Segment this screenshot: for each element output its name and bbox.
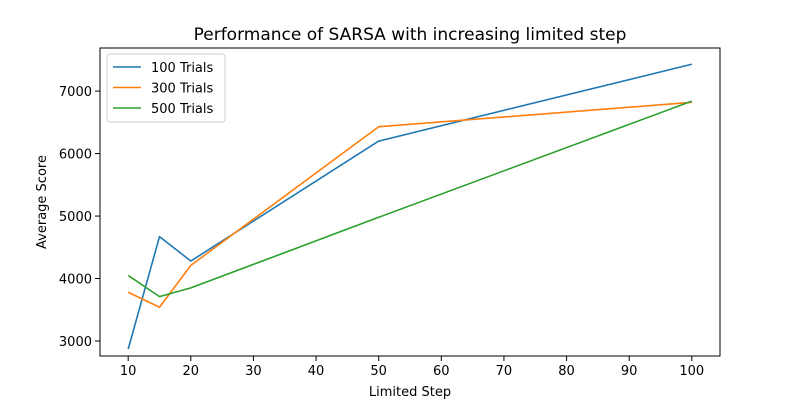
y-tick-label: 3000 bbox=[59, 335, 92, 350]
legend-box bbox=[106, 53, 226, 123]
x-axis-label: Limited Step bbox=[369, 385, 451, 400]
x-tick-label: 10 bbox=[120, 364, 137, 379]
series-line-3 bbox=[127, 100, 693, 298]
series-layer bbox=[127, 63, 693, 350]
legend-label: 100 Trials bbox=[151, 61, 214, 76]
y-tick-label: 7000 bbox=[59, 85, 92, 100]
x-tick-label: 20 bbox=[183, 364, 200, 379]
y-tick-label: 6000 bbox=[59, 148, 92, 163]
x-tick-label: 90 bbox=[621, 364, 638, 379]
series-line-1 bbox=[127, 63, 693, 350]
legend: 100 Trials 300 Trials 500 Trials bbox=[106, 53, 226, 123]
x-tick-label: 100 bbox=[679, 364, 704, 379]
x-tick-label: 80 bbox=[558, 364, 575, 379]
x-tick-label: 50 bbox=[370, 364, 387, 379]
x-tick-label: 40 bbox=[308, 364, 325, 379]
y-tick-label: 4000 bbox=[59, 273, 92, 288]
chart-title: Performance of SARSA with increasing lim… bbox=[194, 25, 627, 45]
x-tick-label: 60 bbox=[433, 364, 450, 379]
y-axis: 3000 4000 5000 6000 7000 bbox=[59, 85, 100, 350]
y-tick-label: 5000 bbox=[59, 210, 92, 225]
y-axis-label: Average Score bbox=[35, 155, 50, 249]
legend-label: 300 Trials bbox=[151, 82, 214, 97]
plot-area-frame bbox=[99, 47, 721, 357]
legend-label: 500 Trials bbox=[151, 102, 214, 117]
x-tick-label: 70 bbox=[496, 364, 513, 379]
x-tick-label: 30 bbox=[245, 364, 262, 379]
x-axis: 10 20 30 40 50 60 70 80 90 100 bbox=[120, 356, 704, 379]
series-line-2 bbox=[127, 101, 692, 309]
